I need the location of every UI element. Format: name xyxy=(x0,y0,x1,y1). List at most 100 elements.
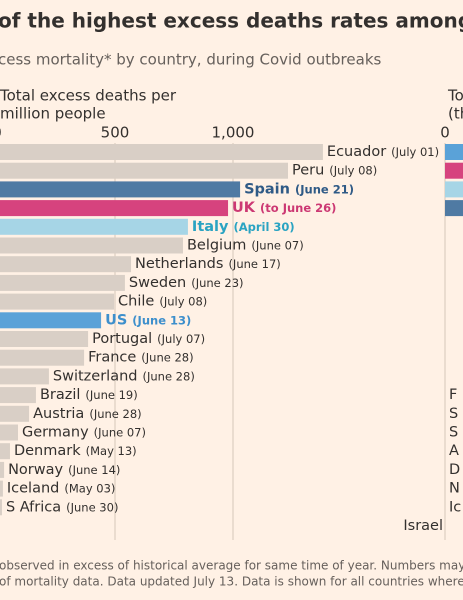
country-name: Brazil xyxy=(40,387,80,403)
x-tick-label: 0 xyxy=(440,124,450,142)
country-name: Sweden xyxy=(129,275,186,291)
x-tick-label: 1,000 xyxy=(212,124,255,142)
date-text: (May 13) xyxy=(86,444,137,458)
bar xyxy=(0,443,10,460)
x-tick-label: 500 xyxy=(101,124,130,142)
panel-title: Total excess deaths per xyxy=(0,87,177,105)
date-text: (June 17) xyxy=(228,257,280,271)
bar-label: Ecuador (July 01) xyxy=(327,144,439,160)
bar-label: Chile (July 08) xyxy=(118,294,207,310)
bar xyxy=(0,424,19,441)
country-name: UK xyxy=(232,200,256,216)
date-text: (to June 26) xyxy=(260,201,336,215)
country-name: Ecuador xyxy=(327,144,386,160)
bar xyxy=(0,461,5,478)
footnote: observed in excess of historical average… xyxy=(0,559,463,573)
date-text: (July 08) xyxy=(329,163,377,177)
date-text: (April 30) xyxy=(233,219,294,233)
chart-subtitle: cess mortality* by country, during Covid… xyxy=(0,51,382,69)
country-name: Israel xyxy=(403,518,443,534)
bar xyxy=(0,162,288,179)
bar-label: Germany (June 07) xyxy=(22,425,146,441)
chart-title: of the highest excess deaths rates among… xyxy=(0,9,463,33)
bar xyxy=(0,499,2,516)
country-name: F xyxy=(449,387,457,403)
bar xyxy=(0,312,102,329)
panel-title: million people xyxy=(0,105,106,123)
date-text: (July 01) xyxy=(391,145,439,159)
bar-label: Spain (June 21) xyxy=(244,181,354,197)
bar-label: A xyxy=(449,443,459,459)
bar xyxy=(0,218,188,235)
bar-label: UK (to June 26) xyxy=(232,200,336,216)
bar xyxy=(0,144,323,160)
bar-label: N xyxy=(449,481,460,497)
bar xyxy=(0,293,115,310)
country-name: Austria xyxy=(33,406,84,422)
country-name: Norway xyxy=(8,462,63,478)
bar-label: Switzerland (June 28) xyxy=(53,368,195,384)
bar xyxy=(445,162,463,179)
bar-label: Netherlands (June 17) xyxy=(135,256,281,272)
bar xyxy=(445,144,463,160)
bar xyxy=(445,181,463,198)
country-name: S xyxy=(449,406,458,422)
bar xyxy=(0,368,49,385)
country-name: Switzerland xyxy=(53,368,138,384)
bar xyxy=(0,480,3,497)
bar-label: France (June 28) xyxy=(88,350,194,366)
bar-label: Norway (June 14) xyxy=(8,462,120,478)
bar-label: Brazil (June 19) xyxy=(40,387,138,403)
country-name: Ic xyxy=(449,499,461,515)
country-name: Italy xyxy=(192,219,229,235)
bar-label: S Africa (June 30) xyxy=(6,499,118,515)
bar xyxy=(0,274,125,291)
country-name: Peru xyxy=(292,163,324,179)
country-name: Germany xyxy=(22,425,89,441)
bar-label: Italy (April 30) xyxy=(192,219,295,235)
bar-label: Sweden (June 23) xyxy=(129,275,244,291)
bar-label: Ic xyxy=(449,499,461,515)
bar xyxy=(0,349,85,366)
bar-label: Austria (June 28) xyxy=(33,406,142,422)
country-name: France xyxy=(88,350,136,366)
date-text: (June 28) xyxy=(141,350,193,364)
bar-label: US (June 13) xyxy=(105,312,191,328)
bar-label: Iceland (May 03) xyxy=(7,481,116,497)
panel-title: To xyxy=(447,87,463,105)
bar xyxy=(445,200,463,217)
date-text: (June 19) xyxy=(85,388,137,402)
bar xyxy=(0,256,132,273)
country-name: Belgium xyxy=(187,238,246,254)
bar-label: S xyxy=(449,425,458,441)
country-name: A xyxy=(449,443,459,459)
country-name: Denmark xyxy=(14,443,81,459)
bar xyxy=(0,405,30,422)
date-text: (June 28) xyxy=(143,369,195,383)
date-text: (June 30) xyxy=(66,500,118,514)
date-text: (June 21) xyxy=(295,182,354,196)
bar-label: D xyxy=(449,462,460,478)
country-name: N xyxy=(449,481,460,497)
footnote: of mortality data. Data updated July 13.… xyxy=(0,575,463,589)
bar-label: Belgium (June 07) xyxy=(187,238,304,254)
panel-title: (th xyxy=(448,105,463,123)
country-name: D xyxy=(449,462,460,478)
date-text: (June 14) xyxy=(68,462,120,476)
date-text: (June 13) xyxy=(132,313,191,327)
bar xyxy=(0,181,241,198)
date-text: (July 08) xyxy=(159,294,207,308)
bar xyxy=(0,387,36,404)
country-name: S xyxy=(449,425,458,441)
bar xyxy=(0,331,89,347)
date-text: (June 07) xyxy=(251,238,303,252)
bar-label: Denmark (May 13) xyxy=(14,443,137,459)
date-text: (May 03) xyxy=(64,481,115,495)
bar-label: Peru (July 08) xyxy=(292,163,377,179)
country-name: Spain xyxy=(244,181,290,197)
date-text: (June 28) xyxy=(89,406,141,420)
country-name: Netherlands xyxy=(135,256,223,272)
bar xyxy=(0,237,183,254)
